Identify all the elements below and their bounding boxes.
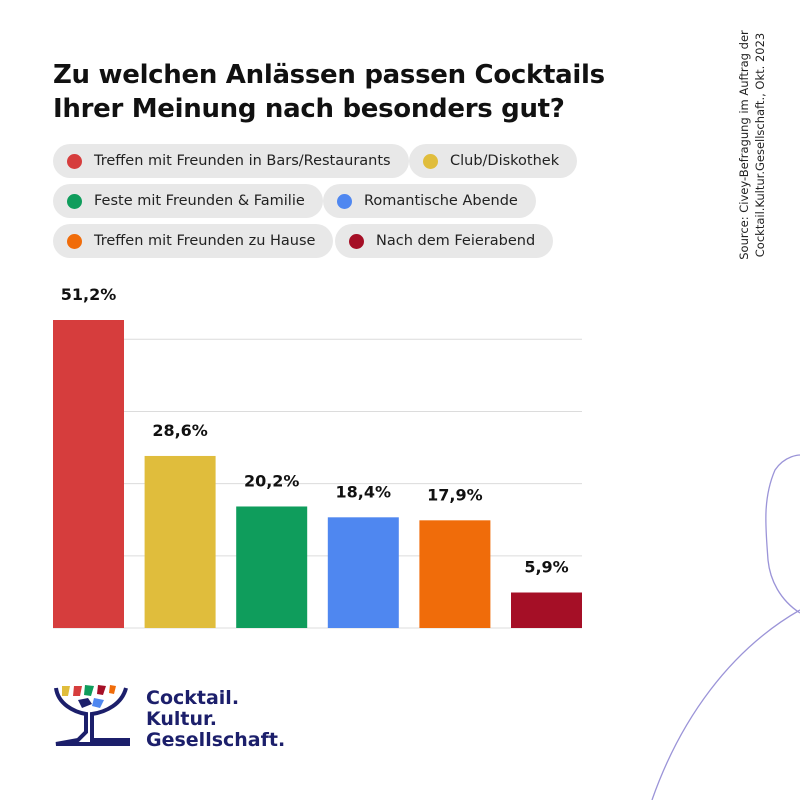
- legend-swatch: [67, 153, 82, 169]
- bar: [236, 506, 308, 628]
- decorative-outline: [651, 609, 800, 800]
- bar: [511, 592, 582, 628]
- legend-swatch: [337, 193, 352, 209]
- legend-item: Nach dem Feierabend: [335, 224, 554, 258]
- bar: [53, 320, 124, 628]
- legend-item: Treffen mit Freunden zu Hause: [53, 224, 334, 258]
- logo-wordmark: Cocktail. Kultur. Gesellschaft.: [146, 688, 285, 751]
- legend-item: Club/Diskothek: [409, 144, 578, 178]
- legend-item: Treffen mit Freunden in Bars/Restaurants: [53, 144, 409, 178]
- logo-glass-icon: [54, 685, 130, 746]
- logo-line: Cocktail.: [146, 687, 240, 709]
- legend-swatch: [67, 233, 82, 249]
- bar: [419, 520, 491, 628]
- bar: [144, 455, 216, 628]
- legend-label: Treffen mit Freunden zu Hause: [94, 233, 316, 249]
- legend-label: Club/Diskothek: [450, 153, 560, 169]
- legend-label: Romantische Abende: [364, 193, 518, 209]
- bar: [327, 517, 399, 628]
- chart-title: Zu welchen Anlässen passen Cocktails Ihr…: [53, 60, 605, 124]
- legend-label: Treffen mit Freunden in Bars/Restaurants: [94, 153, 391, 169]
- data-label: 17,9%: [427, 485, 483, 504]
- legend-item: Feste mit Freunden & Familie: [53, 184, 323, 218]
- logo-line: Gesellschaft.: [146, 729, 286, 751]
- legend-label: Feste mit Freunden & Familie: [94, 193, 305, 209]
- data-label: 5,9%: [524, 558, 568, 577]
- legend-swatch: [67, 193, 82, 209]
- data-label: 51,2%: [61, 285, 117, 304]
- legend-swatch: [349, 233, 364, 249]
- data-label: 18,4%: [336, 482, 392, 501]
- data-label: 28,6%: [152, 421, 208, 440]
- legend-swatch: [423, 153, 438, 169]
- data-label: 20,2%: [244, 471, 300, 490]
- logo-line: Kultur.: [146, 708, 217, 730]
- legend-item: Romantische Abende: [323, 184, 536, 218]
- legend-label: Nach dem Feierabend: [376, 233, 536, 249]
- decorative-outline: [765, 454, 800, 614]
